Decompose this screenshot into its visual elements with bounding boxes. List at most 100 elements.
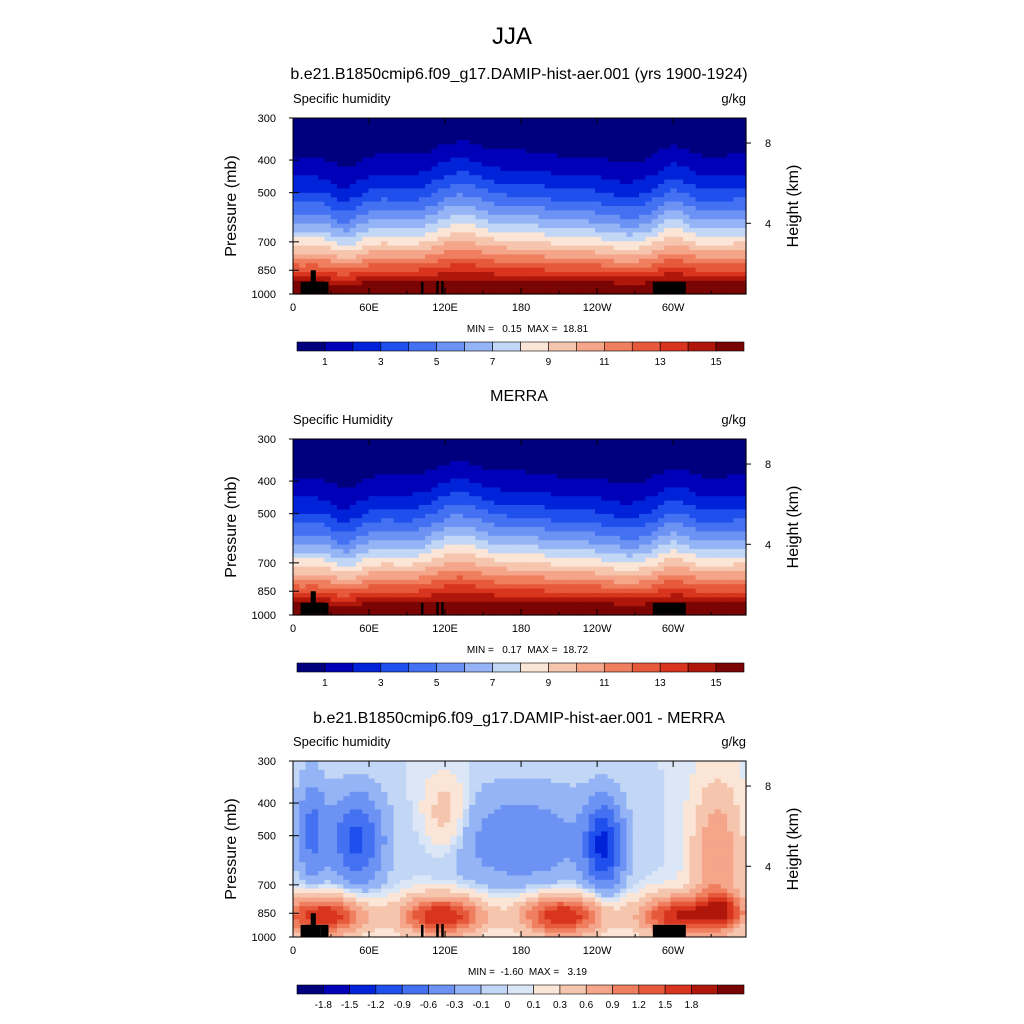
heatmap-cell: [462, 557, 470, 563]
heatmap-cell: [639, 206, 646, 211]
heatmap-cell: [500, 140, 508, 145]
heatmap-cell: [349, 144, 357, 150]
heatmap-cell: [399, 531, 407, 537]
heatmap-cell: [481, 135, 489, 141]
heatmap-cell: [481, 219, 489, 225]
heatmap-cell: [444, 544, 451, 550]
heatmap-cell: [595, 245, 602, 251]
heatmap-cell: [337, 170, 344, 176]
heatmap-cell: [601, 232, 609, 238]
heatmap-cell: [569, 201, 577, 207]
heatmap-cell: [318, 575, 326, 581]
heatmap-cell: [550, 505, 558, 510]
heatmap-cell: [569, 280, 577, 286]
heatmap-cell: [613, 254, 621, 260]
heatmap-cell: [588, 166, 596, 172]
heatmap-cell: [739, 245, 747, 251]
heatmap-cell: [588, 562, 596, 568]
heatmap-cell: [576, 474, 584, 480]
heatmap-cell: [368, 170, 376, 176]
heatmap-cell: [733, 236, 741, 242]
heatmap-cell: [337, 214, 344, 220]
heatmap-cell: [456, 505, 464, 510]
heatmap-cell: [500, 135, 508, 141]
heatmap-cell: [538, 505, 546, 510]
heatmap-cell: [601, 276, 609, 282]
heatmap-cell: [727, 122, 735, 128]
heatmap-cell: [607, 210, 615, 216]
heatmap-cell: [676, 245, 684, 251]
heatmap-cell: [343, 540, 351, 546]
heatmap-cell: [525, 505, 533, 510]
heatmap-cell: [393, 496, 401, 502]
heatmap-cell: [714, 250, 722, 255]
heatmap-cell: [708, 214, 716, 220]
heatmap-cell: [494, 549, 502, 554]
heatmap-cell: [632, 223, 640, 229]
heatmap-cell: [437, 241, 445, 247]
heatmap-cell: [582, 531, 590, 537]
heatmap-cell: [488, 254, 495, 260]
heatmap-cell: [708, 170, 716, 176]
heatmap-cell: [488, 456, 495, 462]
heatmap-cell: [456, 236, 464, 242]
heatmap-cell: [557, 135, 565, 141]
heatmap-cell: [739, 126, 747, 132]
heatmap-cell: [406, 509, 414, 515]
heatmap-cell: [311, 500, 319, 506]
heatmap-cell: [519, 245, 527, 251]
heatmap-cell: [563, 478, 571, 484]
heatmap-cell: [601, 509, 609, 515]
heatmap-cell: [305, 144, 313, 150]
heatmap-cell: [513, 236, 521, 242]
heatmap-cell: [550, 188, 558, 194]
heatmap-cell: [462, 280, 470, 286]
heatmap-cell: [324, 496, 332, 502]
heatmap-cell: [576, 465, 584, 471]
heatmap-cell: [532, 206, 539, 211]
heatmap-cell: [412, 549, 420, 554]
heatmap-cell: [387, 188, 395, 194]
heatmap-cell: [293, 439, 300, 444]
y-tick-label: 500: [258, 188, 276, 200]
heatmap-cell: [557, 469, 565, 475]
heatmap-cell: [324, 166, 332, 172]
heatmap-cell: [488, 188, 495, 194]
heatmap-cell: [406, 135, 414, 141]
heatmap-cell: [444, 241, 451, 247]
heatmap-cell: [431, 228, 439, 233]
heatmap-cell: [368, 483, 376, 488]
heatmap-cell: [525, 465, 533, 471]
heatmap-cell: [330, 584, 338, 590]
heatmap-cell: [374, 610, 382, 616]
heatmap-cell: [701, 188, 709, 194]
colorbar-label: 11: [599, 357, 610, 368]
heatmap-cell: [613, 210, 621, 216]
heatmap-cell: [330, 566, 338, 572]
heatmap-cell: [311, 188, 319, 194]
heatmap-cell: [412, 443, 420, 449]
heatmap-cell: [481, 280, 489, 286]
heatmap-cell: [450, 118, 458, 123]
heatmap-cell: [544, 219, 552, 225]
heatmap-cell: [437, 263, 445, 269]
heatmap-cell: [683, 192, 690, 198]
heatmap-cell: [318, 153, 326, 159]
heatmap-cell: [607, 135, 615, 141]
heatmap-cell: [689, 241, 697, 247]
heatmap-cell: [475, 500, 483, 506]
heatmap-cell: [425, 513, 433, 519]
heatmap-cell: [544, 513, 552, 519]
heatmap-cell: [362, 610, 370, 616]
heatmap-cell: [708, 241, 716, 247]
heatmap-cell: [337, 540, 344, 546]
heatmap-cell: [456, 272, 464, 277]
colorbar-label: 15: [711, 357, 723, 368]
heatmap-cell: [305, 118, 313, 123]
heatmap-cell: [437, 280, 445, 286]
heatmap-cell: [481, 456, 489, 462]
heatmap-cell: [557, 505, 565, 510]
heatmap-cell: [418, 245, 426, 251]
heatmap-cell: [626, 232, 634, 238]
heatmap-cell: [639, 153, 646, 159]
